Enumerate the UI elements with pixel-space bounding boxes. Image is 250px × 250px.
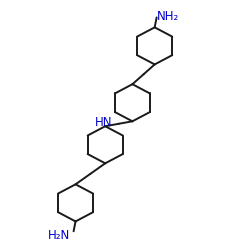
Text: H₂N: H₂N: [48, 228, 70, 241]
Text: NH₂: NH₂: [157, 10, 180, 23]
Text: HN: HN: [95, 116, 113, 129]
